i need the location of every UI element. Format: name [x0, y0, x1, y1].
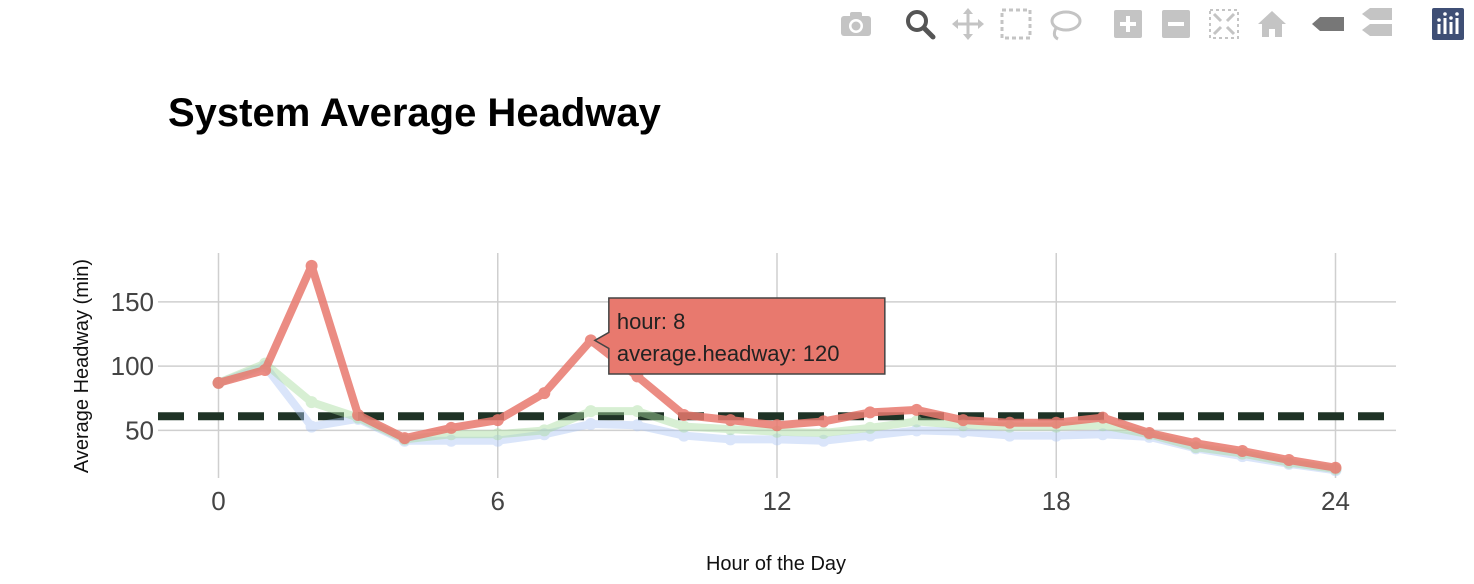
tooltip-box: [593, 297, 886, 375]
series-point[interactable]: [631, 405, 644, 418]
series-point[interactable]: [771, 419, 783, 432]
series-point[interactable]: [1096, 428, 1109, 441]
series-point[interactable]: [1050, 416, 1063, 429]
hover-compare-icon[interactable]: Compare data on hover: [1362, 8, 1392, 36]
series-point[interactable]: [864, 421, 877, 434]
series-point[interactable]: [817, 415, 830, 428]
series-point[interactable]: [305, 420, 318, 433]
series-point[interactable]: [1236, 445, 1249, 457]
series-point[interactable]: [538, 428, 551, 441]
series-point[interactable]: [538, 424, 551, 437]
series-point[interactable]: [1189, 437, 1202, 450]
series-point[interactable]: [817, 427, 830, 439]
tooltip-line-1: hour: 8: [617, 309, 686, 334]
series-point[interactable]: [445, 434, 458, 447]
autoscale-icon[interactable]: Autoscale: [1209, 9, 1239, 39]
series-point[interactable]: [1003, 416, 1016, 429]
series-point[interactable]: [305, 259, 318, 272]
x-tick-label: 18: [1042, 486, 1071, 516]
y-axis-ticks: 50 100 150: [111, 287, 154, 446]
zoom-out-icon[interactable]: Zoom out: [1162, 10, 1190, 38]
tooltip-line-2: average.headway: 120: [617, 341, 840, 366]
modebar: Download plot as a png Zoom Pan Box Select L…: [836, 6, 1468, 42]
series-point[interactable]: [910, 415, 923, 428]
series-point[interactable]: [538, 387, 551, 400]
x-axis-title: Hour of the Day: [706, 553, 846, 575]
y-tick-label: 150: [111, 287, 154, 317]
series-point[interactable]: [724, 414, 737, 427]
camera-icon[interactable]: Download plot as a png: [841, 12, 871, 36]
y-tick-label: 100: [111, 351, 154, 381]
series-point[interactable]: [724, 433, 737, 446]
series-point[interactable]: [305, 396, 318, 409]
series-point[interactable]: [1096, 411, 1109, 424]
lasso-select-icon[interactable]: Lasso Select: [1050, 10, 1082, 41]
series-point[interactable]: [584, 418, 597, 430]
series-point[interactable]: [631, 419, 644, 432]
home-icon[interactable]: Reset axes: [1258, 11, 1286, 37]
series-point[interactable]: [584, 405, 597, 418]
series-point[interactable]: [352, 409, 365, 421]
series-point[interactable]: [491, 414, 504, 427]
series-point[interactable]: [957, 414, 970, 427]
x-tick-label: 24: [1321, 486, 1350, 516]
series-point[interactable]: [910, 424, 923, 437]
x-tick-label: 0: [211, 486, 225, 516]
y-tick-label: 50: [125, 415, 154, 445]
series-point[interactable]: [259, 364, 272, 376]
series-point[interactable]: [677, 409, 690, 421]
x-axis-ticks: 0 6 12 18 24: [211, 486, 1350, 516]
series-point[interactable]: [1282, 454, 1295, 466]
series-point[interactable]: [724, 423, 737, 436]
zoom-in-icon[interactable]: Zoom in: [1114, 10, 1142, 38]
plotly-logo-icon[interactable]: Produced with Plotly: [1432, 8, 1464, 40]
x-tick-label: 12: [763, 486, 792, 516]
pan-icon[interactable]: Pan: [952, 8, 984, 40]
series-point[interactable]: [1329, 461, 1342, 474]
series-point[interactable]: [957, 425, 970, 438]
series-point[interactable]: [445, 421, 458, 434]
series-point[interactable]: [817, 434, 830, 447]
series-point[interactable]: [910, 403, 923, 416]
series-point[interactable]: [398, 432, 411, 445]
series-point[interactable]: [212, 376, 225, 389]
series-point[interactable]: [677, 429, 690, 442]
y-axis-title: Average Headway (min): [71, 259, 93, 473]
spike-lines-icon[interactable]: Toggle Spike Lines: [1312, 17, 1344, 31]
series-point[interactable]: [1003, 429, 1016, 442]
zoom-icon[interactable]: Zoom: [906, 10, 936, 40]
series-point[interactable]: [864, 429, 877, 442]
series-point[interactable]: [771, 433, 783, 446]
series-point[interactable]: [1050, 429, 1063, 442]
x-tick-label: 6: [491, 486, 505, 516]
series-point[interactable]: [584, 334, 597, 347]
series-point[interactable]: [1143, 427, 1156, 439]
series-point[interactable]: [677, 420, 690, 433]
series-point[interactable]: [491, 434, 504, 447]
series-point[interactable]: [864, 406, 877, 419]
series-point[interactable]: [491, 428, 504, 441]
chart-title: System Average Headway: [168, 91, 662, 135]
hover-tooltip: hour: 8 average.headway: 120: [593, 297, 886, 375]
box-select-icon[interactable]: Box Select: [1000, 8, 1032, 40]
